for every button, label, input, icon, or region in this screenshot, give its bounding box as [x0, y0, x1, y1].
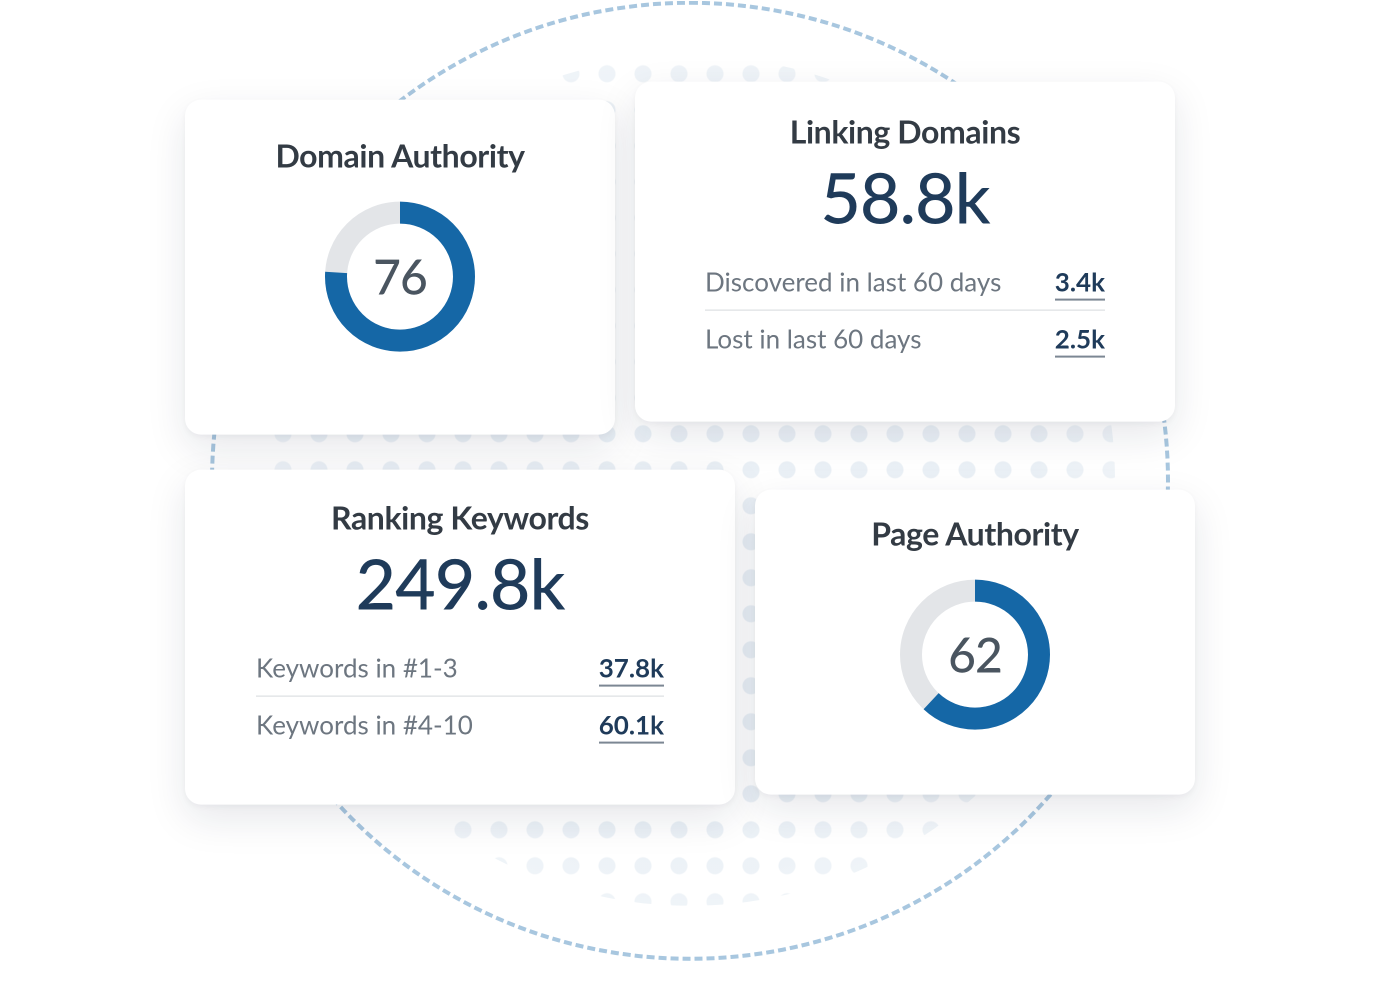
ranking-keywords-title: Ranking Keywords [225, 498, 695, 537]
stat-label: Lost in last 60 days [705, 310, 1015, 367]
domain-authority-donut: 76 [320, 197, 480, 357]
ranking-keywords-card: Ranking Keywords 249.8k Keywords in #1-3… [185, 470, 735, 805]
page-authority-title: Page Authority [795, 514, 1155, 553]
stat-value-link[interactable]: 3.4k [1055, 266, 1105, 301]
stat-row: Discovered in last 60 days 3.4k [705, 254, 1105, 311]
stat-label: Keywords in #4-10 [256, 696, 534, 753]
page-authority-donut: 62 [895, 575, 1055, 735]
linking-domains-total: 58.8k [675, 159, 1135, 236]
domain-authority-card: Domain Authority 76 [185, 100, 615, 435]
ranking-keywords-stats: Keywords in #1-3 37.8k Keywords in #4-10… [256, 640, 664, 753]
stat-row: Keywords in #4-10 60.1k [256, 696, 664, 753]
stat-value-link[interactable]: 37.8k [599, 652, 664, 687]
ranking-keywords-total: 249.8k [225, 545, 695, 622]
stat-label: Discovered in last 60 days [705, 254, 1015, 311]
stat-label: Keywords in #1-3 [256, 640, 534, 697]
page-authority-value: 62 [895, 575, 1055, 735]
linking-domains-stats: Discovered in last 60 days 3.4k Lost in … [705, 254, 1105, 367]
domain-authority-title: Domain Authority [225, 136, 575, 175]
linking-domains-card: Linking Domains 58.8k Discovered in last… [635, 82, 1175, 422]
stat-row: Lost in last 60 days 2.5k [705, 310, 1105, 367]
linking-domains-title: Linking Domains [675, 112, 1135, 151]
page-authority-card: Page Authority 62 [755, 490, 1195, 795]
stat-value-link[interactable]: 60.1k [599, 709, 664, 744]
domain-authority-value: 76 [320, 197, 480, 357]
stat-row: Keywords in #1-3 37.8k [256, 640, 664, 697]
metrics-dashboard: Domain Authority 76 Linking Domains 58.8… [175, 100, 1205, 870]
stat-value-link[interactable]: 2.5k [1055, 323, 1105, 358]
